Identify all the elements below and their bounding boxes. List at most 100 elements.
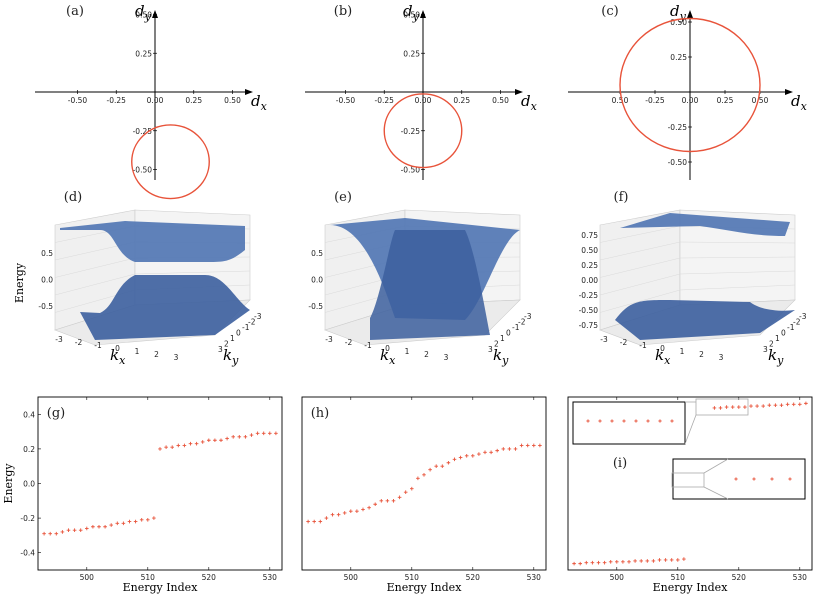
data-point xyxy=(213,438,217,443)
data-point xyxy=(532,443,536,448)
data-point xyxy=(743,405,747,409)
ky-tick-label: 1 xyxy=(230,334,235,343)
data-point xyxy=(91,524,95,529)
y-tick-label: -0.25 xyxy=(401,127,421,136)
kx-tick-label: 2 xyxy=(154,350,159,359)
data-point xyxy=(602,560,607,565)
data-point xyxy=(379,499,384,503)
kx-tick-label: 3 xyxy=(174,353,179,362)
data-point xyxy=(367,505,371,510)
upper-band-surface xyxy=(620,213,790,236)
inset-data-point xyxy=(598,419,602,423)
zoom-connector xyxy=(703,458,729,474)
z-tick-label: 0.5 xyxy=(311,249,323,258)
y-tick-label: 0.0 xyxy=(23,480,35,489)
x-tick-label: -0.25 xyxy=(375,96,395,105)
data-point xyxy=(428,467,432,472)
ky-tick-label: -2 xyxy=(248,318,256,327)
x-axis-label: Energy Index xyxy=(387,581,463,594)
y-tick-label: 0.2 xyxy=(23,445,35,454)
panel-label: (b) xyxy=(334,4,352,19)
data-point xyxy=(791,402,796,407)
inset-data-point xyxy=(646,419,650,423)
plot-frame xyxy=(37,396,283,571)
data-point xyxy=(639,559,643,563)
data-point xyxy=(615,560,619,564)
data-point xyxy=(312,519,316,524)
z-tick-label: 0.5 xyxy=(41,249,53,258)
kx-tick-label: 3 xyxy=(444,353,449,362)
data-point xyxy=(663,558,668,562)
x-axis-label: dx xyxy=(251,92,268,113)
data-point xyxy=(773,403,778,407)
data-point xyxy=(669,558,674,562)
data-point xyxy=(645,559,650,563)
data-point xyxy=(767,403,772,407)
data-point xyxy=(525,443,530,448)
grid-line xyxy=(599,289,681,313)
grid-line xyxy=(599,241,681,261)
ky-tick-label: 0 xyxy=(236,329,241,338)
inset-data-point xyxy=(734,477,738,481)
dvector-panel-a: (a) dx dy -0.50 -0.25 0.00 0.25 0.50 0.50 0.25 -0.… xyxy=(35,2,268,200)
data-point xyxy=(243,434,248,439)
inset-data-point xyxy=(658,419,662,423)
kx-axis-label: kx xyxy=(655,346,671,367)
data-point xyxy=(152,516,156,520)
y-axis-label: Energy xyxy=(2,463,15,504)
x-tick-label: 530 xyxy=(263,573,278,582)
x-tick-label: -0.50 xyxy=(68,96,88,105)
x-tick-label: 500 xyxy=(610,573,625,582)
ky-axis-label: ky xyxy=(223,346,239,367)
x-axis-arrow xyxy=(515,89,523,95)
data-point xyxy=(621,560,625,564)
dvector-panel-b: (b) dx dy -0.50 -0.25 0.00 0.25 0.50 0.50 0.25 -0.… xyxy=(305,2,538,180)
data-point xyxy=(730,405,735,409)
zoom-connector xyxy=(684,414,697,445)
data-point xyxy=(361,507,365,512)
data-point xyxy=(682,557,686,561)
data-point xyxy=(274,431,278,436)
z-tick-label: 0.00 xyxy=(581,276,598,285)
z-tick-label: -0.5 xyxy=(38,302,53,311)
plot-frame xyxy=(301,396,547,571)
y-axis-label: dy xyxy=(135,2,152,23)
ky-tick-label: 2 xyxy=(224,340,229,349)
x-tick-label: -0.50 xyxy=(336,96,356,105)
kx-tick-label: -3 xyxy=(55,335,63,344)
data-point xyxy=(755,404,759,408)
grid-line xyxy=(679,241,796,244)
y-tick-label: 0.50 xyxy=(403,11,420,20)
y-tick-label: 0.50 xyxy=(135,11,152,20)
x-tick-label: 520 xyxy=(732,573,747,582)
ky-tick-label: -1 xyxy=(242,323,250,332)
kx-tick-label: -1 xyxy=(94,341,102,350)
inset-data-point xyxy=(670,419,674,423)
kx-tick-label: -2 xyxy=(345,338,353,347)
x-tick-label: 0.50 xyxy=(612,96,629,105)
data-point xyxy=(188,441,193,446)
data-point xyxy=(501,447,506,451)
data-point xyxy=(410,486,414,491)
upper-band-surface xyxy=(60,221,245,262)
data-point xyxy=(513,447,518,451)
data-point xyxy=(385,499,390,503)
data-point xyxy=(416,476,420,481)
x-tick-label: 0.50 xyxy=(224,96,241,105)
x-tick-label: 0.50 xyxy=(492,96,509,105)
data-point xyxy=(127,519,132,524)
y-tick-label: -0.25 xyxy=(668,123,688,132)
y-axis-arrow xyxy=(687,10,693,18)
grid-line xyxy=(679,270,796,275)
data-point xyxy=(712,406,717,410)
data-point xyxy=(489,450,493,455)
data-point xyxy=(176,443,181,448)
z-tick-label: -0.75 xyxy=(579,321,599,330)
x-tick-label: 0.00 xyxy=(147,96,164,105)
x-tick-label: 530 xyxy=(793,573,808,582)
data-point xyxy=(54,531,59,536)
data-point xyxy=(158,447,162,451)
